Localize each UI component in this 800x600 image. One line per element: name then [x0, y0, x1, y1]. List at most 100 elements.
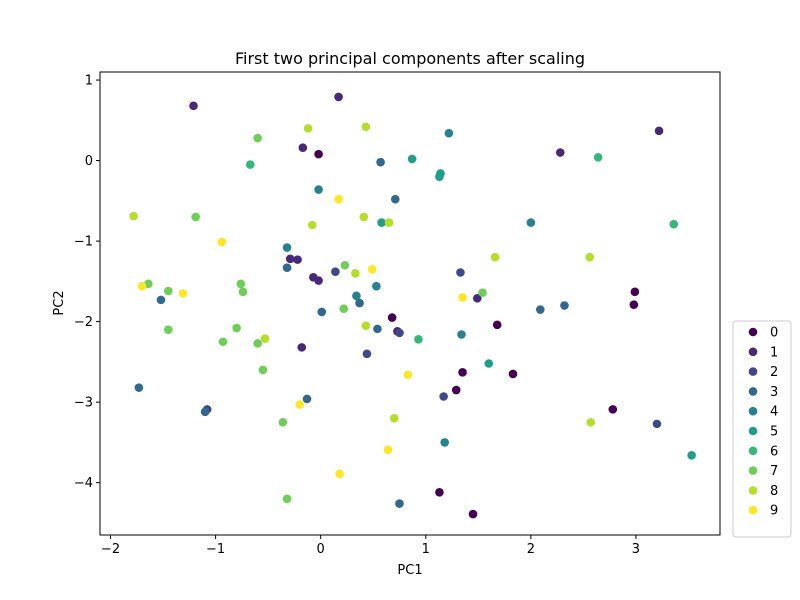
point-class-9 [137, 281, 147, 291]
point-class-1 [189, 101, 198, 111]
point-class-3 [302, 394, 312, 404]
point-class-7 [164, 325, 173, 334]
legend-marker-7 [748, 466, 758, 475]
point-class-7 [282, 494, 292, 504]
point-class-8 [585, 252, 594, 262]
point-class-5 [377, 218, 386, 227]
point-class-7 [340, 260, 350, 270]
point-class-8 [384, 218, 394, 227]
point-class-1 [654, 126, 664, 136]
point-class-0 [458, 368, 467, 377]
point-class-8 [303, 124, 313, 133]
point-class-4 [457, 330, 466, 339]
y-tick-label: 1 [85, 74, 93, 89]
point-class-9 [334, 194, 343, 204]
y-tick-label: −2 [74, 315, 93, 330]
point-class-0 [630, 287, 640, 297]
x-tick-label: −1 [206, 542, 225, 557]
point-class-3 [156, 295, 166, 305]
point-class-4 [314, 185, 323, 194]
x-tick-label: 3 [632, 542, 640, 557]
point-class-0 [435, 488, 444, 497]
point-class-3 [390, 194, 400, 204]
point-class-8 [389, 413, 399, 423]
point-class-0 [468, 509, 478, 519]
legend: 0 1 2 3 4 5 6 7 8 9 [732, 320, 792, 538]
y-tick-label: 0 [85, 154, 93, 169]
point-class-5 [407, 154, 417, 164]
legend-marker-0 [748, 327, 758, 337]
point-class-9 [383, 445, 393, 454]
point-class-1 [472, 293, 482, 303]
legend-label-0: 0 [770, 326, 778, 341]
point-class-8 [359, 212, 369, 222]
point-class-2 [362, 349, 372, 359]
legend-marker-4 [748, 406, 758, 416]
legend-marker-2 [748, 367, 758, 376]
x-tick-label: 1 [422, 542, 430, 557]
legend-label-3: 3 [770, 385, 778, 400]
point-class-0 [608, 405, 618, 414]
point-class-8 [307, 220, 317, 230]
legend-label-7: 7 [770, 464, 778, 479]
ticks-layer: −2 −1 0 1 2 3 1 0 −1 −2 −3 −4 [74, 74, 640, 557]
y-tick-label: −4 [74, 476, 93, 491]
legend-label-2: 2 [770, 365, 778, 380]
legend-marker-9 [748, 505, 758, 515]
legend-marker-5 [748, 426, 758, 436]
point-class-9 [217, 237, 227, 247]
x-axis-label: PC1 [397, 563, 422, 578]
point-class-8 [490, 252, 500, 262]
point-class-3 [282, 263, 292, 272]
point-class-9 [295, 400, 304, 409]
point-class-7 [238, 287, 248, 297]
point-class-7 [478, 288, 487, 297]
x-tick-label: 0 [317, 542, 325, 557]
legend-marker-1 [748, 347, 758, 357]
point-class-9 [458, 293, 467, 302]
point-class-4 [526, 218, 536, 227]
point-class-2 [652, 419, 662, 429]
point-class-6 [593, 153, 603, 162]
point-class-0 [629, 300, 639, 310]
point-class-8 [586, 417, 596, 427]
legend-marker-6 [748, 446, 758, 456]
point-class-3 [536, 305, 545, 314]
point-class-9 [335, 469, 344, 479]
point-class-0 [387, 313, 397, 322]
point-class-7 [218, 337, 228, 347]
point-class-7 [232, 323, 241, 333]
x-tick-label: −2 [101, 542, 120, 557]
point-class-8 [361, 321, 371, 330]
legend-label-1: 1 [770, 345, 778, 360]
point-class-0 [314, 149, 323, 159]
point-class-3 [317, 307, 327, 317]
point-class-6 [245, 160, 255, 169]
point-class-8 [361, 122, 371, 132]
legend-label-4: 4 [770, 405, 778, 420]
point-class-1 [297, 343, 307, 352]
point-class-7 [236, 279, 246, 289]
plot-area-frame [99, 71, 721, 536]
y-axis-label: PC2 [52, 290, 67, 315]
point-class-3 [373, 324, 382, 334]
point-class-4 [444, 128, 454, 138]
point-class-9 [403, 370, 413, 380]
point-class-6 [669, 219, 679, 229]
point-class-3 [355, 298, 364, 308]
legend-label-6: 6 [770, 444, 778, 459]
point-class-5 [436, 169, 445, 178]
point-class-1 [334, 92, 343, 102]
point-class-2 [439, 392, 448, 401]
point-class-9 [367, 264, 377, 274]
point-class-8 [260, 334, 270, 343]
point-class-0 [451, 385, 461, 395]
y-tick-label: −1 [74, 235, 93, 250]
point-class-9 [178, 289, 188, 298]
point-class-1 [314, 276, 323, 285]
point-class-6 [414, 335, 423, 344]
point-class-8 [351, 269, 360, 278]
point-class-2 [395, 328, 404, 338]
point-class-3 [560, 301, 569, 310]
